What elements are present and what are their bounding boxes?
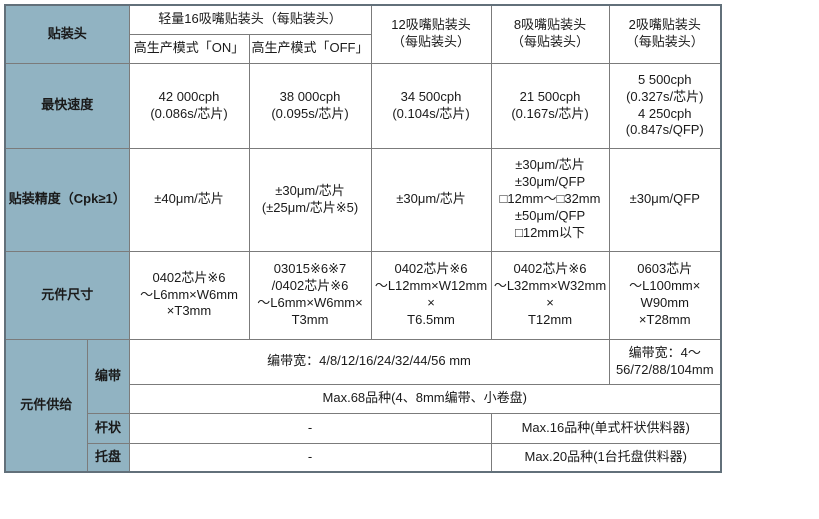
row-label-tape: 编带: [86, 338, 130, 414]
cell-size-12: 0402芯片※6 ～L12mm×W12mm × T6.5mm: [370, 250, 492, 340]
header-mode-off: 高生产模式「OFF」: [248, 33, 372, 64]
cell-size-8: 0402芯片※6 ～L32mm×W32mm × T12mm: [490, 250, 610, 340]
header-mount-head: 贴装头: [4, 4, 130, 64]
cell-accuracy-off: ±30μm/芯片 (±25μm/芯片※5): [248, 147, 372, 252]
cell-speed-on: 42 000cph (0.086s/芯片): [128, 62, 250, 149]
header-16nozzle-group: 轻量16吸嘴贴装头（每贴装头）: [128, 4, 372, 35]
header-8nozzle: 8吸嘴贴装头 （每贴装头）: [490, 4, 610, 64]
row-label-speed: 最快速度: [4, 62, 130, 149]
header-2nozzle: 2吸嘴贴装头 （每贴装头）: [608, 4, 722, 64]
cell-speed-off: 38 000cph (0.095s/芯片): [248, 62, 372, 149]
row-label-tray: 托盘: [86, 442, 130, 473]
cell-accuracy-8: ±30μm/芯片 ±30μm/QFP □12mm～□32mm ±50μm/QFP…: [490, 147, 610, 252]
row-label-stick: 杆状: [86, 412, 130, 444]
cell-accuracy-on: ±40μm/芯片: [128, 147, 250, 252]
header-12nozzle: 12吸嘴贴装头 （每贴装头）: [370, 4, 492, 64]
cell-size-on: 0402芯片※6 ～L6mm×W6mm ×T3mm: [128, 250, 250, 340]
spec-table: 贴装头 轻量16吸嘴贴装头（每贴装头） 12吸嘴贴装头 （每贴装头） 8吸嘴贴装…: [4, 4, 722, 473]
cell-accuracy-2: ±30μm/QFP: [608, 147, 722, 252]
cell-tape-width-main: 编带宽：4/8/12/16/24/32/44/56 mm: [128, 338, 610, 385]
cell-size-2: 0603芯片 ～L100mm× W90mm ×T28mm: [608, 250, 722, 340]
cell-tape-width-2nozzle: 编带宽：4～ 56/72/88/104mm: [608, 338, 722, 385]
cell-stick-capacity: Max.16品种(单式杆状供料器): [490, 412, 722, 444]
cell-speed-2: 5 500cph (0.327s/芯片) 4 250cph (0.847s/QF…: [608, 62, 722, 149]
cell-speed-8: 21 500cph (0.167s/芯片): [490, 62, 610, 149]
header-mode-on: 高生产模式「ON」: [128, 33, 250, 64]
cell-stick-dash: -: [128, 412, 492, 444]
row-label-size: 元件尺寸: [4, 250, 130, 340]
cell-tray-capacity: Max.20品种(1台托盘供料器): [490, 442, 722, 473]
row-label-supply: 元件供给: [4, 338, 88, 473]
cell-speed-12: 34 500cph (0.104s/芯片): [370, 62, 492, 149]
cell-size-off: 03015※6※7 /0402芯片※6 ～L6mm×W6mm× T3mm: [248, 250, 372, 340]
cell-accuracy-12: ±30μm/芯片: [370, 147, 492, 252]
cell-tray-dash: -: [128, 442, 492, 473]
cell-tape-variety: Max.68品种(4、8mm编带、小卷盘): [128, 383, 722, 414]
row-label-accuracy: 贴装精度（Cpk≥1）: [4, 147, 130, 252]
